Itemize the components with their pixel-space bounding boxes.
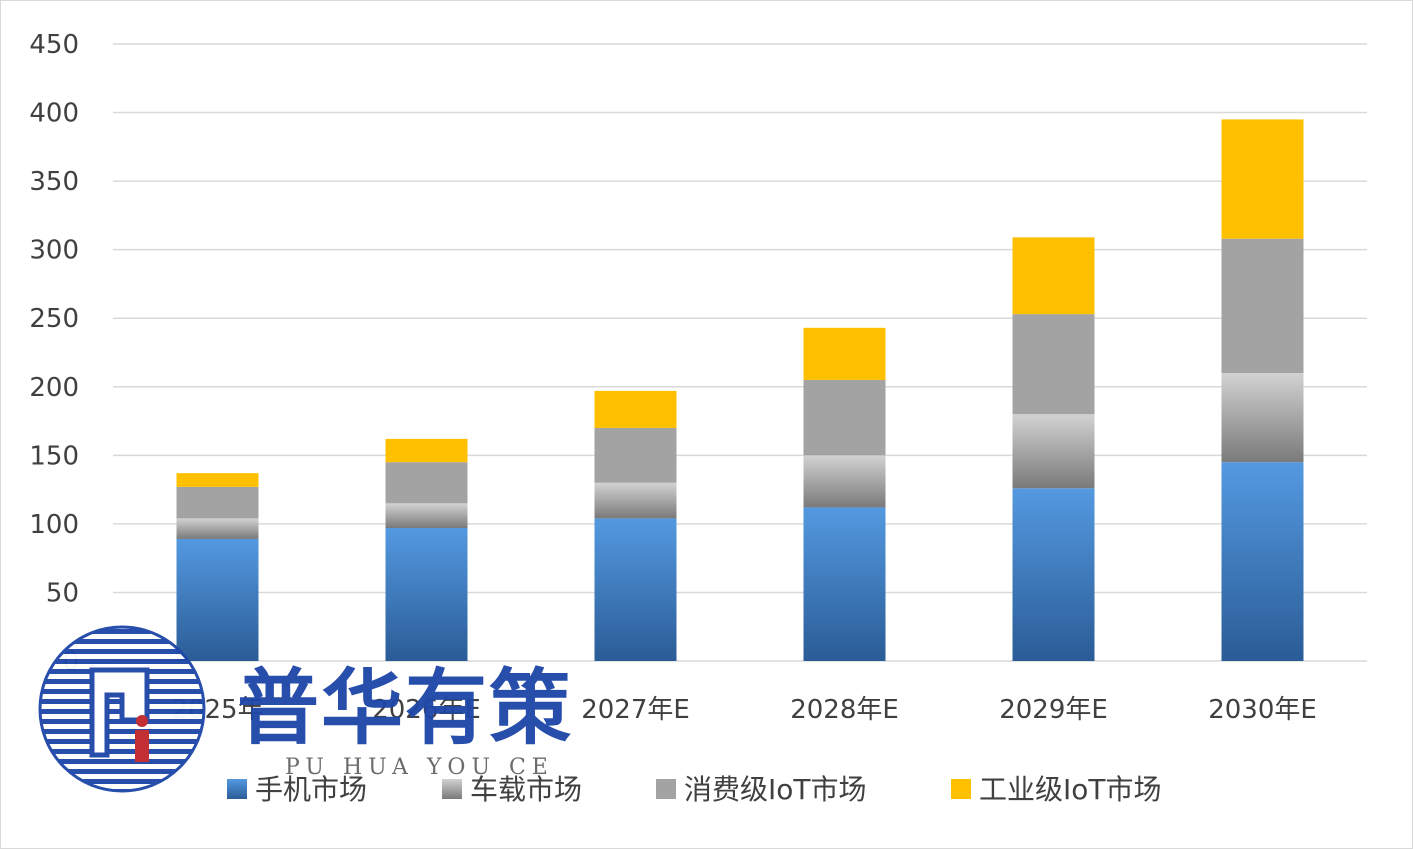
bar-segment bbox=[1221, 462, 1304, 661]
bar-segment bbox=[1012, 237, 1095, 315]
legend-label: 手机市场 bbox=[255, 773, 367, 806]
puhua-seal-icon bbox=[38, 625, 206, 793]
bar-segment bbox=[176, 486, 259, 519]
watermark-pinyin: PU HUA YOU CE bbox=[285, 755, 554, 780]
watermark-logo: 普华有策 PU HUA YOU CE bbox=[37, 625, 657, 795]
bar-segment bbox=[594, 482, 677, 519]
bar-segment bbox=[176, 518, 259, 539]
y-tick-label: 50 bbox=[46, 578, 79, 608]
legend-label: 工业级IoT市场 bbox=[979, 773, 1162, 806]
bar-segment bbox=[1221, 119, 1304, 239]
x-axis-categories: 2025年 2026年E 2027年E 2028年E 2029年E 2030年E bbox=[171, 695, 1316, 725]
x-category-label: 2027年E bbox=[581, 695, 690, 725]
y-tick-label: 450 bbox=[29, 30, 79, 60]
bar-segment bbox=[594, 390, 677, 428]
bar-segment bbox=[385, 528, 468, 661]
legend-swatch bbox=[951, 779, 971, 799]
bar-segment bbox=[594, 427, 677, 483]
gridlines bbox=[113, 43, 1367, 662]
x-category-label: 2026年E bbox=[372, 695, 481, 725]
bar-segment bbox=[176, 473, 259, 487]
bar-segment bbox=[1221, 238, 1304, 374]
bar-segment bbox=[385, 462, 468, 504]
bar-segment bbox=[803, 327, 886, 380]
bar-segment bbox=[1012, 414, 1095, 489]
bar-segment bbox=[803, 379, 886, 456]
legend-swatch bbox=[656, 779, 676, 799]
legend-label: 消费级IoT市场 bbox=[684, 773, 867, 806]
bar-segment bbox=[1012, 488, 1095, 661]
y-tick-label: 200 bbox=[29, 373, 79, 403]
bar-segment bbox=[1012, 314, 1095, 415]
y-tick-label: 150 bbox=[29, 441, 79, 471]
bar-segment bbox=[176, 538, 259, 661]
legend-swatch bbox=[227, 779, 247, 799]
y-tick-label: 400 bbox=[29, 99, 79, 129]
bar-segment bbox=[385, 438, 468, 463]
legend-swatch bbox=[442, 779, 462, 799]
y-axis-ticks: 050100150200250300350400450 bbox=[29, 30, 79, 677]
legend-label: 车载市场 bbox=[470, 773, 582, 806]
y-tick-label: 250 bbox=[29, 304, 79, 334]
bar-segment bbox=[385, 503, 468, 529]
bar-segment bbox=[803, 507, 886, 661]
watermark-name: 普华有策 bbox=[237, 661, 574, 756]
bars bbox=[176, 119, 1304, 661]
bar-segment bbox=[594, 518, 677, 661]
y-tick-label: 100 bbox=[29, 510, 79, 540]
x-category-label: 2029年E bbox=[999, 695, 1108, 725]
legend: 手机市场 车载市场 消费级IoT市场 工业级IoT市场 bbox=[227, 773, 1162, 806]
y-tick-label: 300 bbox=[29, 236, 79, 266]
x-category-label: 2028年E bbox=[790, 695, 899, 725]
bar-segment bbox=[803, 455, 886, 508]
x-category-label: 2030年E bbox=[1208, 695, 1317, 725]
y-tick-label: 350 bbox=[29, 167, 79, 197]
bar-segment bbox=[1221, 373, 1304, 463]
